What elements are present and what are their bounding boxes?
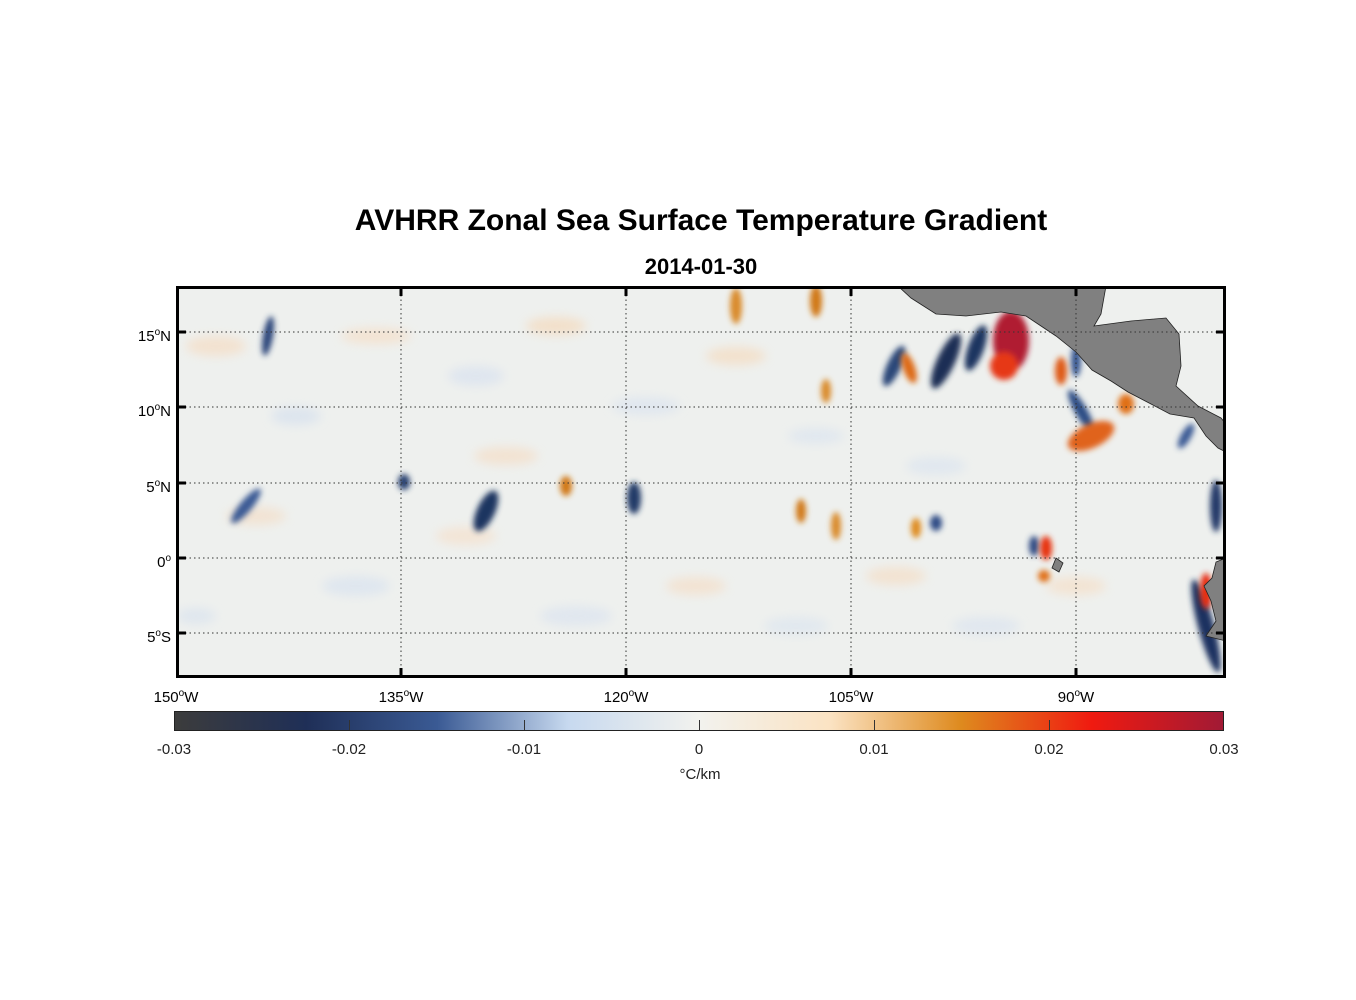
colorbar-label: 0.02 — [1034, 741, 1064, 758]
south-america-land — [1203, 557, 1226, 642]
lon-label-90w: 90oW — [1057, 688, 1095, 706]
colorbar-label: -0.01 — [506, 741, 542, 758]
sst-gradient-map — [176, 286, 1226, 678]
lat-label-0: 0o — [157, 553, 171, 571]
colorbar-tick — [1049, 720, 1050, 730]
lat-label-10n: 10oN — [137, 402, 171, 420]
faint-gradient-texture — [176, 317, 1106, 635]
colorbar-tick — [349, 720, 350, 730]
map-title: AVHRR Zonal Sea Surface Temperature Grad… — [354, 204, 1048, 237]
colorbar-label: 0.01 — [859, 741, 889, 758]
central-america-land — [897, 286, 1226, 453]
colorbar-tick — [874, 720, 875, 730]
colorbar-tick — [524, 720, 525, 730]
lat-label-15n: 15oN — [137, 327, 171, 345]
colorbar-tick — [699, 720, 700, 730]
colorbar-label-min: -0.03 — [156, 741, 192, 758]
axis-ticks — [176, 286, 1226, 678]
negative-gradient-features — [231, 316, 1222, 673]
lon-label-135w: 135oW — [378, 688, 424, 706]
lat-label-5s: 5oS — [147, 628, 171, 646]
lat-label-5n: 5oN — [146, 478, 171, 496]
galapagos-land — [1051, 557, 1064, 573]
ocean-background — [176, 286, 1226, 678]
land-masses — [897, 286, 1226, 642]
colorbar-label-zero: 0 — [694, 741, 704, 758]
colorbar-units: °C/km — [679, 766, 721, 783]
lon-label-150w: 150oW — [153, 688, 199, 706]
colorbar-label: -0.02 — [331, 741, 367, 758]
colorbar-label-max: 0.03 — [1209, 741, 1239, 758]
lon-label-105w: 105oW — [828, 688, 874, 706]
positive-gradient-features — [560, 286, 1212, 609]
lon-label-120w: 120oW — [603, 688, 649, 706]
map-date: 2014-01-30 — [644, 254, 758, 279]
